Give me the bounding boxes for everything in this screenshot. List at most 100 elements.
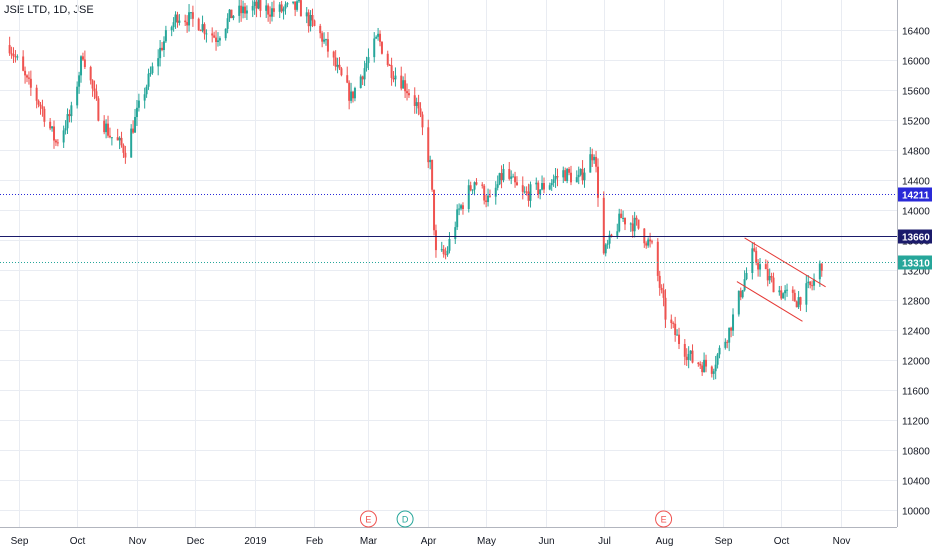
trend-line[interactable] bbox=[736, 281, 803, 322]
candle-body bbox=[461, 205, 464, 209]
candle-body bbox=[689, 350, 692, 354]
candle-body bbox=[186, 22, 189, 26]
candle-body bbox=[380, 41, 383, 54]
candle-body bbox=[751, 248, 754, 274]
y-tick-label: 15200 bbox=[902, 117, 930, 128]
event-marker-circle[interactable] bbox=[655, 510, 673, 528]
candle-body bbox=[201, 24, 204, 31]
candle-body bbox=[149, 73, 152, 75]
candle-body bbox=[91, 80, 94, 89]
candle-body bbox=[97, 98, 100, 121]
candle-body bbox=[718, 347, 721, 355]
candle-body bbox=[483, 185, 486, 201]
candle-body bbox=[728, 327, 731, 343]
candle-body bbox=[633, 217, 636, 232]
candle-body bbox=[348, 82, 351, 101]
y-tick-label: 11200 bbox=[902, 417, 930, 428]
x-tick-label: Mar bbox=[360, 536, 378, 547]
candle-body bbox=[745, 273, 748, 280]
candle-body bbox=[108, 135, 111, 138]
candle-body bbox=[270, 8, 273, 17]
candle-body bbox=[782, 293, 785, 299]
candle-body bbox=[363, 68, 366, 80]
candle-body bbox=[326, 39, 329, 52]
candle-body bbox=[512, 176, 515, 178]
horizontal-levels bbox=[0, 194, 897, 263]
candle-body bbox=[39, 104, 42, 107]
price-axis-background bbox=[897, 0, 932, 550]
candle-body bbox=[361, 76, 364, 80]
x-tick-label: Sep bbox=[715, 536, 733, 547]
grid-lines bbox=[0, 0, 897, 527]
y-tick-label: 11600 bbox=[902, 387, 930, 398]
candle-body bbox=[350, 91, 353, 101]
candle-body bbox=[321, 33, 324, 42]
candle-body bbox=[732, 314, 735, 331]
candle-body bbox=[213, 35, 216, 38]
candle-body bbox=[272, 8, 275, 12]
candle-body bbox=[755, 250, 758, 263]
event-marker-circle[interactable] bbox=[396, 510, 414, 528]
candle-body bbox=[390, 65, 393, 78]
candle-body bbox=[805, 283, 808, 305]
candle-body bbox=[564, 170, 567, 181]
candle-body bbox=[419, 108, 422, 115]
x-tick-label: May bbox=[477, 536, 496, 547]
candle-body bbox=[622, 217, 625, 219]
candle-body bbox=[469, 185, 472, 191]
candle-body bbox=[243, 6, 246, 14]
x-tick-label: Jul bbox=[598, 536, 611, 547]
candle-body bbox=[624, 217, 627, 225]
y-tick-label: 14800 bbox=[902, 147, 930, 158]
y-tick-label: 13200 bbox=[902, 267, 930, 278]
candle-body bbox=[699, 364, 702, 366]
candle-body bbox=[105, 123, 108, 133]
candle-body bbox=[37, 100, 40, 105]
candle-body bbox=[664, 297, 667, 320]
candle-body bbox=[591, 154, 594, 161]
candle-body bbox=[712, 371, 715, 374]
candle-body bbox=[53, 126, 56, 141]
candle-body bbox=[12, 53, 15, 57]
candle-body bbox=[525, 191, 528, 193]
candle-body bbox=[147, 73, 150, 87]
x-tick-label: Feb bbox=[306, 536, 324, 547]
candle-body bbox=[568, 168, 571, 173]
candle-body bbox=[649, 239, 652, 242]
candle-body bbox=[705, 359, 708, 367]
candle-body bbox=[656, 241, 659, 276]
candle-body bbox=[784, 290, 787, 294]
x-tick-label: Oct bbox=[774, 536, 790, 547]
time-axis[interactable]: Sep Oct Nov Dec 2019 Feb Mar Apr May Jun Jul Aug Sep… bbox=[0, 527, 932, 550]
candle-body bbox=[81, 56, 84, 60]
candle-body bbox=[95, 91, 98, 99]
candle-body bbox=[35, 87, 38, 101]
candle-body bbox=[678, 334, 681, 344]
candle-body bbox=[265, 5, 268, 11]
candle-body bbox=[27, 77, 30, 79]
candle-body bbox=[93, 88, 96, 92]
candle-body bbox=[375, 36, 378, 39]
candle-body bbox=[714, 364, 717, 372]
price-axis[interactable]: 1640016000156001520014800144001400013600… bbox=[897, 0, 932, 550]
candle-body bbox=[496, 184, 499, 188]
candle-body bbox=[818, 263, 821, 280]
candle-body bbox=[189, 12, 192, 14]
candle-body bbox=[224, 28, 227, 39]
candlestick-series bbox=[8, 0, 823, 380]
candle-body bbox=[458, 208, 461, 210]
candle-body bbox=[377, 33, 380, 37]
y-tick-label: 10800 bbox=[902, 447, 930, 458]
x-tick-label: Sep bbox=[11, 536, 29, 547]
event-marker-circle[interactable] bbox=[359, 510, 377, 528]
candle-body bbox=[286, 3, 289, 5]
candle-body bbox=[471, 189, 474, 191]
candle-body bbox=[245, 10, 248, 14]
candle-body bbox=[151, 66, 154, 74]
candle-body bbox=[26, 75, 29, 78]
trend-line[interactable] bbox=[744, 237, 826, 288]
candle-body bbox=[257, 0, 260, 9]
time-axis-background bbox=[0, 527, 932, 550]
